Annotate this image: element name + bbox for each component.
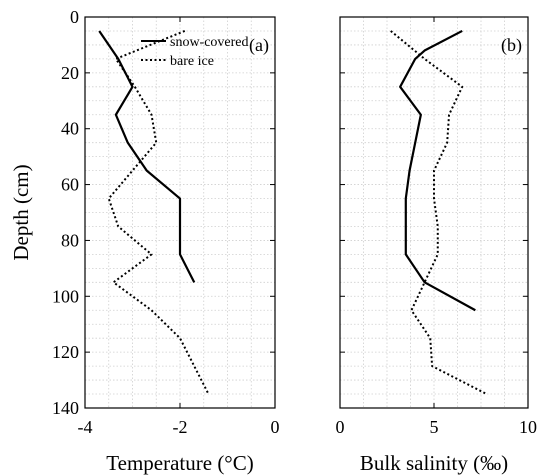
x-tick-label: -4 xyxy=(78,417,93,437)
y-tick-label: 60 xyxy=(61,175,79,195)
y-tick-label: 140 xyxy=(52,398,79,418)
x-tick-label: -2 xyxy=(173,417,188,437)
y-axis-label: Depth (cm) xyxy=(9,164,33,260)
x-tick-label: 0 xyxy=(336,417,345,437)
y-tick-label: 120 xyxy=(52,342,79,362)
x-tick-label: 0 xyxy=(271,417,280,437)
x-axis-label: Bulk salinity (‰) xyxy=(360,451,508,475)
x-axis-label: Temperature (°C) xyxy=(106,451,253,475)
legend-label: snow-covered xyxy=(170,35,249,50)
panel-b: 0 5 10 Bulk salinity (‰) (b) xyxy=(336,16,537,475)
y-tick-label: 80 xyxy=(61,230,79,250)
series-line-bare-ice xyxy=(390,30,488,395)
panel-a: 0 20 40 60 80 100 120 140-4 -2 0 Temperature (°C) D… xyxy=(9,7,280,475)
x-tick-label: 5 xyxy=(430,417,439,437)
y-tick-label: 20 xyxy=(61,63,79,83)
legend: snow-covered bare ice xyxy=(141,35,249,69)
y-tick-label: 0 xyxy=(70,7,79,27)
y-tick-label: 40 xyxy=(61,119,79,139)
panel-label: (a) xyxy=(249,35,269,56)
series-line-snow-covered xyxy=(399,29,476,312)
grid xyxy=(340,17,528,408)
x-tick-label: 10 xyxy=(519,417,537,437)
y-tick-label: 100 xyxy=(52,286,79,306)
panel-label: (b) xyxy=(501,35,522,56)
series-line-bare-ice xyxy=(107,30,210,395)
legend-label: bare ice xyxy=(170,54,214,69)
